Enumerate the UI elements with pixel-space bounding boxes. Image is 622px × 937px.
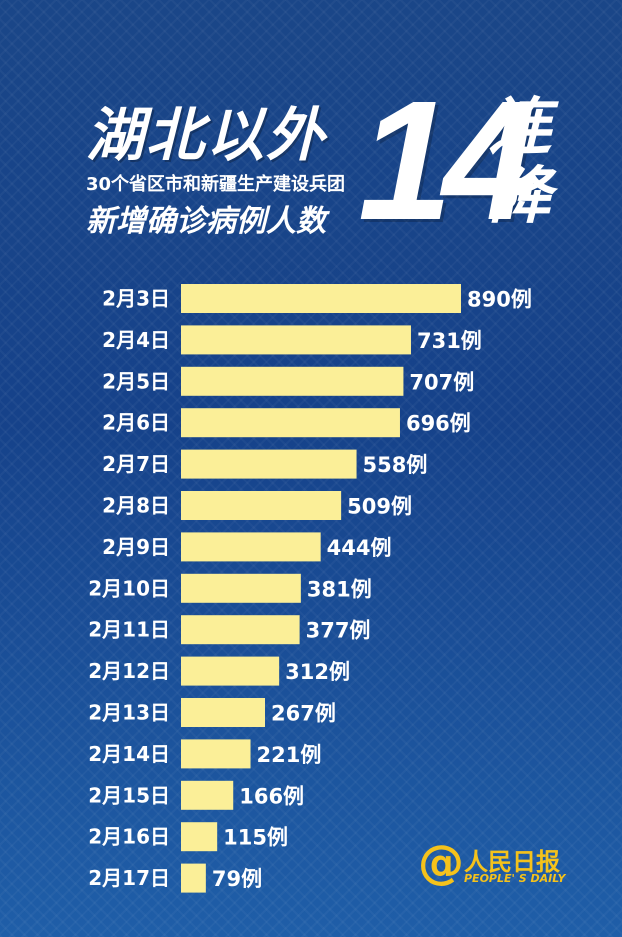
bar: [181, 366, 404, 396]
bar: [181, 325, 411, 355]
value-label: 890例: [467, 288, 532, 312]
category-label: 2月9日: [102, 535, 170, 559]
value-label: 381例: [307, 577, 372, 601]
bar: [181, 739, 251, 769]
bar: [181, 780, 234, 810]
category-label: 2月11日: [88, 618, 170, 642]
value-label: 79例: [212, 867, 262, 891]
category-label: 2月5日: [102, 369, 170, 393]
value-label: 221例: [257, 743, 322, 767]
value-label: 267例: [271, 702, 336, 726]
value-label: 166例: [239, 784, 304, 808]
value-label: 707例: [409, 370, 474, 394]
category-label: 2月6日: [102, 411, 170, 435]
value-label: 115例: [223, 826, 288, 850]
value-label: 731例: [417, 329, 482, 353]
bar: [181, 656, 280, 686]
value-label: 444例: [327, 536, 392, 560]
bar: [181, 284, 461, 313]
bar: [181, 863, 206, 893]
title-line3: 新增确诊病例人数: [86, 204, 326, 239]
category-label: 2月8日: [102, 494, 170, 518]
category-label: 2月15日: [88, 783, 170, 807]
title-side-word: 连降: [488, 90, 551, 233]
category-label: 2月3日: [102, 287, 170, 311]
category-label: 2月12日: [88, 659, 170, 683]
bar: [181, 491, 342, 520]
value-label: 312例: [285, 660, 350, 684]
category-label: 2月7日: [102, 452, 170, 476]
category-label: 2月13日: [88, 701, 170, 725]
category-label: 2月10日: [88, 576, 170, 600]
title-line2: 30个省区市和新疆生产建设兵团: [86, 174, 346, 195]
at-sign-icon: @: [418, 835, 464, 889]
value-label: 509例: [347, 495, 412, 519]
category-label: 2月17日: [88, 866, 170, 890]
value-label: 377例: [306, 619, 371, 643]
peoples-daily-logo: @ 人民日报 PEOPLE' S DAILY: [418, 838, 598, 894]
value-label: 558例: [363, 453, 428, 477]
category-label: 2月16日: [88, 825, 170, 849]
bar: [181, 698, 265, 727]
bar: [181, 532, 321, 562]
bar: [181, 408, 400, 438]
logo-name: 人民日报: [464, 848, 560, 876]
bar: [181, 573, 301, 603]
logo-english: PEOPLE' S DAILY: [464, 872, 566, 885]
value-label: 696例: [406, 412, 471, 436]
category-label: 2月14日: [88, 742, 170, 766]
title-line1: 湖北以外: [86, 101, 327, 169]
bar: [181, 822, 218, 852]
title-big-number: 14: [358, 66, 537, 256]
category-label: 2月4日: [102, 328, 170, 352]
bar: [181, 615, 300, 645]
bar: [181, 449, 357, 479]
